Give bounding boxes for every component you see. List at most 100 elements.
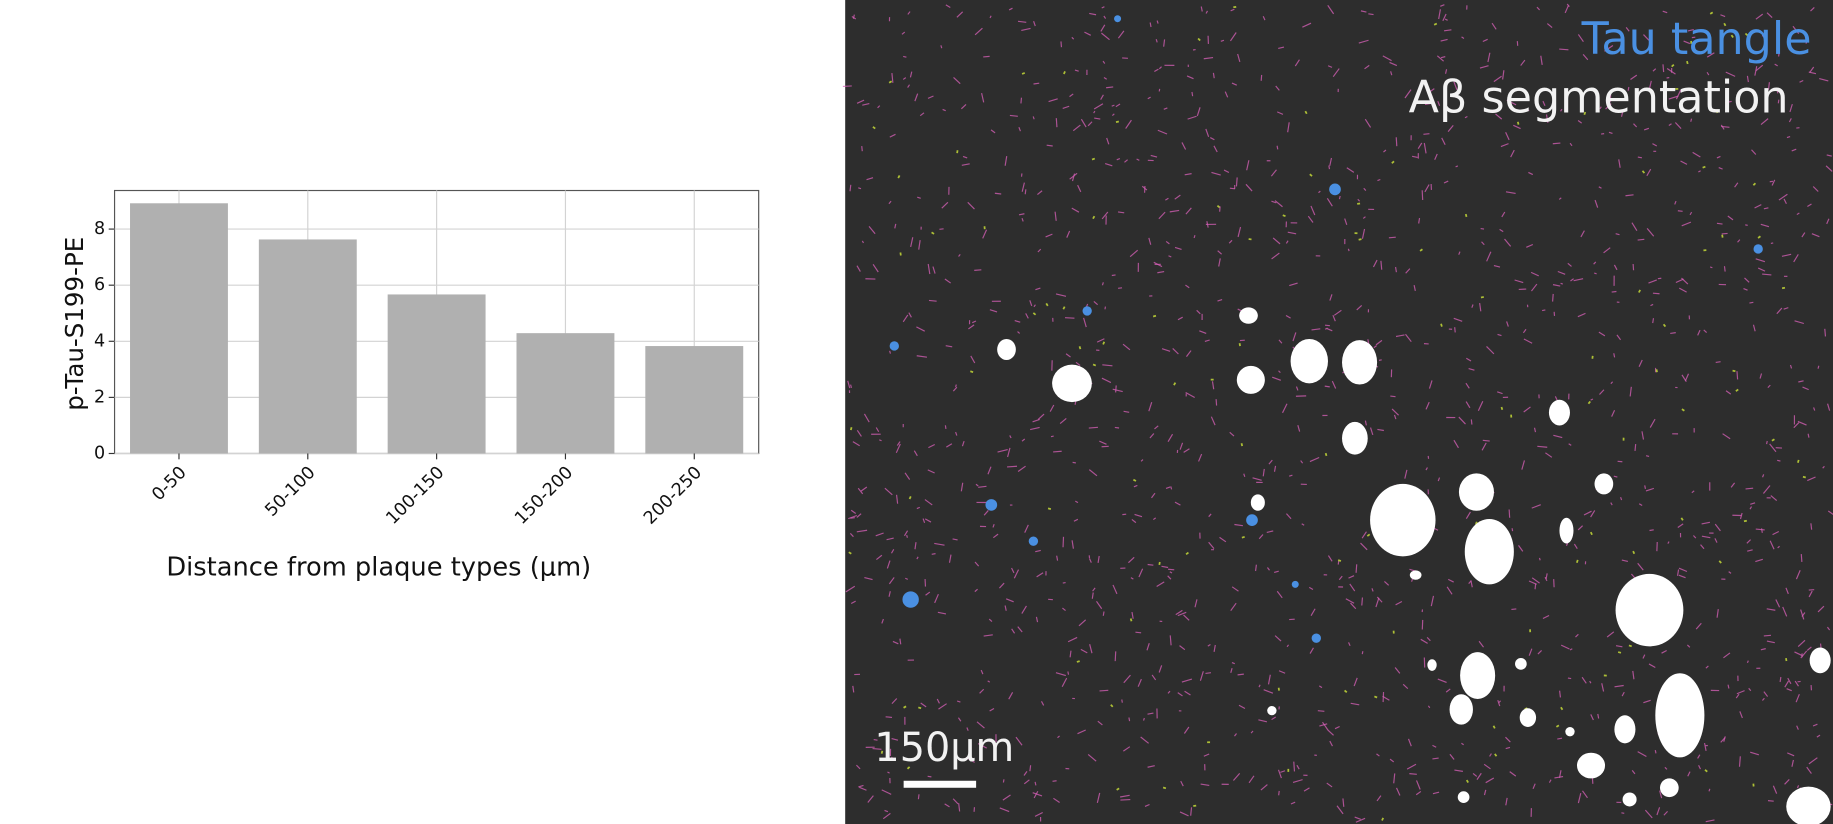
speck: [1717, 223, 1723, 224]
speck: [1279, 791, 1280, 795]
speck: [1187, 553, 1188, 554]
plaque: [1450, 694, 1473, 724]
speck: [956, 385, 957, 387]
speck: [1256, 565, 1257, 571]
speck: [1811, 523, 1812, 529]
speck: [890, 351, 891, 354]
speck: [1720, 561, 1721, 562]
speck: [1396, 137, 1397, 146]
y-tick-label: 0: [94, 443, 105, 463]
speck: [1683, 409, 1684, 410]
speck: [1764, 635, 1771, 636]
plaque: [1410, 570, 1422, 579]
x-axis-label: Distance from plaque types (μm): [166, 553, 591, 583]
speck: [898, 176, 900, 177]
speck: [1294, 762, 1295, 772]
speck: [1362, 598, 1363, 606]
speck: [1284, 215, 1285, 217]
speck: [1754, 184, 1755, 185]
speck: [945, 425, 946, 429]
speck: [1614, 476, 1618, 477]
speck: [1310, 174, 1311, 175]
speck: [1639, 291, 1641, 292]
speck: [1213, 73, 1214, 78]
speck: [1672, 65, 1673, 66]
speck: [1023, 73, 1024, 75]
plaque: [1237, 366, 1265, 394]
plaque: [1342, 340, 1377, 384]
speck: [1493, 727, 1495, 728]
speck: [1174, 383, 1175, 384]
speck: [1339, 196, 1340, 199]
speck: [1456, 166, 1458, 167]
speck: [1106, 87, 1113, 88]
speck: [1539, 558, 1540, 560]
plaque: [1342, 422, 1368, 455]
plaque: [1565, 727, 1574, 736]
speck: [1368, 14, 1373, 15]
plaque: [1239, 307, 1258, 323]
speck: [900, 639, 901, 645]
plaque: [1616, 574, 1684, 646]
speck: [850, 552, 851, 553]
speck: [983, 56, 989, 57]
bar: [259, 239, 357, 453]
speck: [1063, 308, 1065, 309]
speck: [1056, 118, 1057, 127]
y-tick-label: 6: [94, 275, 105, 295]
speck: [1633, 552, 1635, 553]
x-tick-label: 50-100: [262, 463, 320, 521]
speck: [1379, 360, 1382, 361]
speck: [1594, 273, 1596, 274]
speck: [1553, 294, 1554, 302]
plaque: [1559, 518, 1573, 544]
speck: [890, 81, 891, 82]
speck: [1112, 275, 1116, 276]
speck: [1638, 157, 1642, 158]
speck: [1390, 396, 1395, 397]
speck: [1368, 534, 1369, 535]
speck: [1115, 651, 1116, 661]
tau-spot: [890, 341, 899, 350]
speck: [1116, 385, 1117, 392]
speck: [1093, 217, 1095, 218]
speck: [1759, 236, 1760, 237]
speck: [1007, 466, 1017, 467]
speck: [1483, 440, 1490, 441]
speck: [1035, 782, 1036, 786]
y-tick-label: 2: [94, 387, 105, 407]
tau-spot: [1029, 536, 1038, 545]
tau-spot: [1292, 581, 1299, 588]
speck: [843, 86, 852, 87]
speck: [1475, 523, 1477, 524]
speck: [1025, 189, 1026, 194]
plaque: [1660, 778, 1679, 797]
speck: [1236, 177, 1237, 186]
tau-spot: [1329, 184, 1341, 196]
speck: [1801, 554, 1802, 562]
speck: [1064, 72, 1066, 73]
speck: [1065, 318, 1074, 319]
speck: [1053, 451, 1062, 452]
speck: [1762, 528, 1763, 532]
speck: [1561, 708, 1562, 709]
speck: [1129, 717, 1130, 721]
speck: [1455, 327, 1456, 332]
speck: [1003, 779, 1004, 782]
speck: [1441, 325, 1443, 326]
bar: [388, 294, 486, 453]
speck: [1348, 249, 1349, 251]
speck: [1704, 166, 1705, 168]
speck: [1318, 711, 1325, 712]
speck: [1649, 530, 1653, 531]
speck: [1825, 329, 1826, 337]
speck: [1079, 347, 1081, 348]
speck: [1423, 134, 1429, 135]
speck: [1653, 318, 1654, 323]
speck: [971, 371, 972, 373]
speck: [1771, 243, 1773, 244]
plaque: [1370, 484, 1435, 556]
speck: [1737, 371, 1738, 379]
y-axis-label: p-Tau-S199-PE: [60, 237, 89, 411]
speck: [1356, 564, 1357, 572]
